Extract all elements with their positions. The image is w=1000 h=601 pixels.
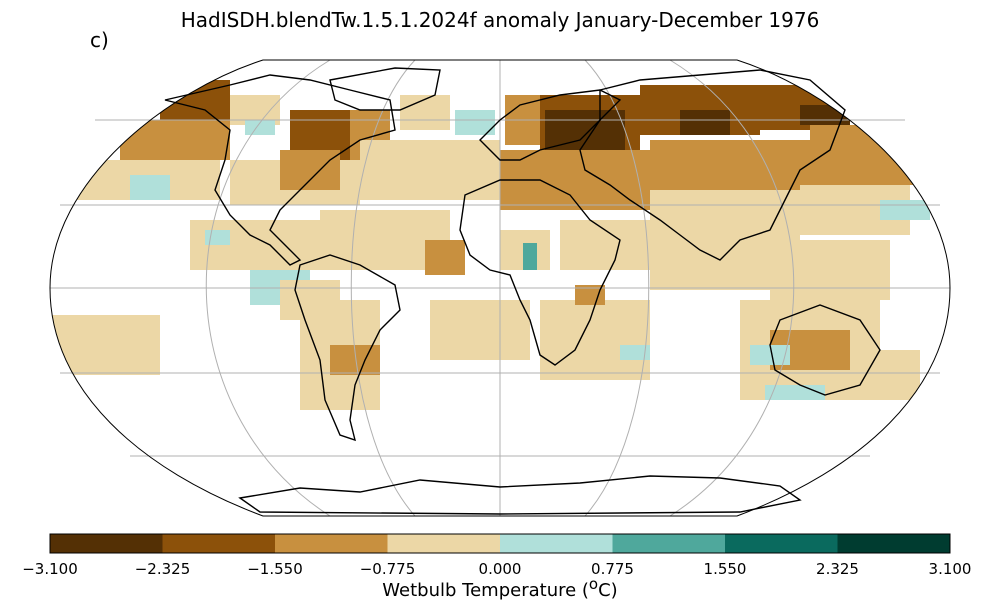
cell-s-atlantic <box>430 300 530 360</box>
colorbar-swatch <box>387 534 501 553</box>
cell-central-asia <box>650 140 810 190</box>
cell-maritime-continent <box>770 240 890 300</box>
cell-ne-pacific-cool <box>130 175 170 200</box>
cell-w-africa <box>425 240 465 275</box>
chart-title: HadISDH.blendTw.1.5.1.2024f anomaly Janu… <box>180 8 820 32</box>
colorbar-swatch <box>50 534 163 553</box>
cell-e-africa <box>560 220 650 270</box>
colorbar-swatch <box>612 534 726 553</box>
colorbar-label-sup: o <box>588 575 599 593</box>
colorbar-label-text: Wetbulb Temperature ( <box>382 580 589 601</box>
cell-indian-ocean <box>650 250 770 290</box>
anomaly-map <box>49 59 951 517</box>
colorbar-swatch <box>275 534 388 553</box>
asia-outline <box>579 69 846 261</box>
graticule <box>50 59 950 517</box>
cell-siberia-dark <box>680 110 730 135</box>
anomaly-grid-cells <box>50 80 930 410</box>
colorbar-label-end: C) <box>598 580 618 601</box>
cell-greenland-s <box>400 95 450 130</box>
colorbar-swatch <box>500 534 613 553</box>
colorbar-swatch <box>162 534 276 553</box>
south-america-outline <box>294 254 401 442</box>
colorbar-tick-label: 2.325 <box>816 560 859 578</box>
cell-canada-cool <box>245 120 275 135</box>
greenland-outline <box>329 67 441 111</box>
antarctica-outline <box>238 475 802 515</box>
colorbar-swatch <box>837 534 951 553</box>
colorbar-tick-label: 0.775 <box>591 560 634 578</box>
panel-label: c) <box>90 28 109 52</box>
colorbar-frame <box>49 533 951 554</box>
cell-s-africa <box>540 300 650 380</box>
cell-madagascar <box>620 345 650 360</box>
colorbar-tick-label: 1.550 <box>703 560 747 578</box>
colorbar-tick-label: −0.775 <box>359 560 416 578</box>
colorbar-swatch <box>725 534 838 553</box>
north-america-outline <box>164 74 396 266</box>
colorbar-tick-label: 0.000 <box>478 560 522 578</box>
colorbar-tick-label: −3.100 <box>22 560 78 578</box>
colorbar-label: Wetbulb Temperature (oC) <box>0 575 1000 601</box>
coastlines <box>164 67 881 515</box>
africa-outline <box>459 179 621 366</box>
cell-s-africa-warm <box>575 285 605 305</box>
colorbar-tick-label: 3.100 <box>928 560 972 578</box>
cell-usa-e <box>280 150 340 190</box>
cell-new-zealand <box>860 350 920 400</box>
colorbar-tick-label: −2.325 <box>134 560 191 578</box>
australia-outline <box>769 304 881 396</box>
colorbar-tick-label: −1.550 <box>247 560 303 578</box>
globe-outline <box>49 59 951 517</box>
cell-australia-cool <box>750 345 790 365</box>
cell-sahel-warm <box>523 243 537 270</box>
